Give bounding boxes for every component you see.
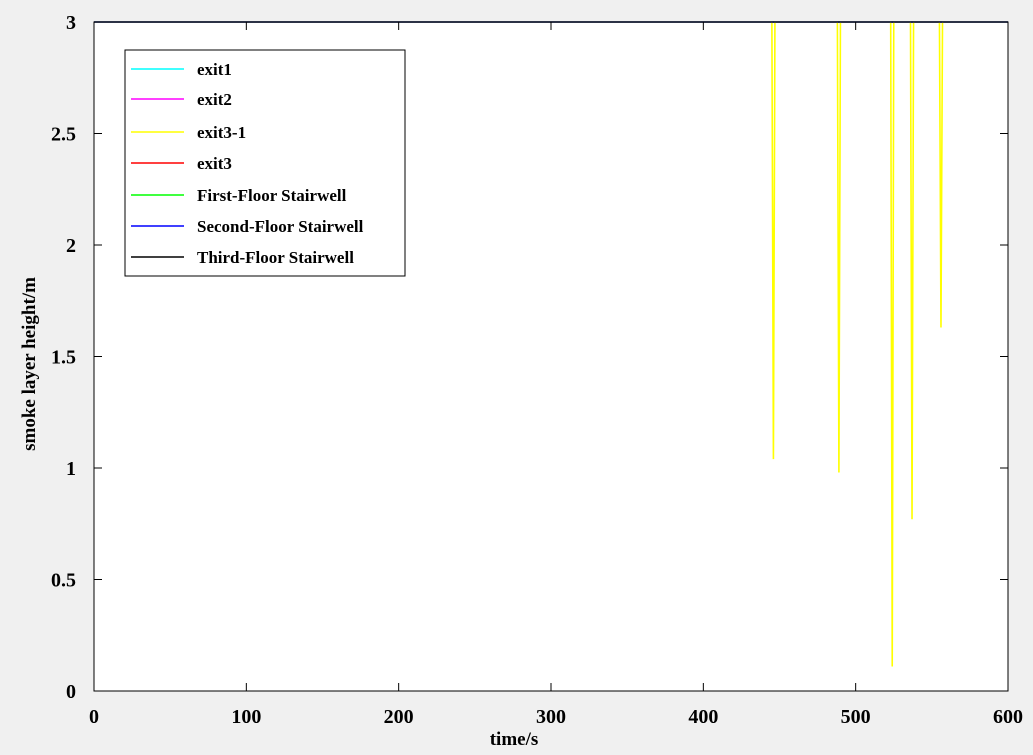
- y-tick-label: 2: [66, 235, 76, 257]
- x-tick-label: 300: [536, 706, 566, 728]
- x-tick-label: 100: [231, 706, 261, 728]
- y-tick-label: 0: [66, 681, 76, 703]
- x-tick-label: 500: [841, 706, 871, 728]
- x-tick-label: 600: [993, 706, 1023, 728]
- y-tick-label: 1.5: [51, 347, 76, 369]
- legend-label: exit1: [197, 60, 232, 79]
- x-axis-title: time/s: [490, 729, 539, 750]
- legend-label: Second-Floor Stairwell: [197, 217, 364, 236]
- legend-label: exit3-1: [197, 123, 246, 142]
- y-tick-label: 0.5: [51, 570, 76, 592]
- x-tick-label: 0: [89, 706, 99, 728]
- x-tick-label: 200: [384, 706, 414, 728]
- legend: exit1 exit2 exit3-1 exit3 First-Floor Stairw…: [124, 49, 406, 277]
- legend-label: Third-Floor Stairwell: [197, 248, 354, 267]
- legend-label: exit2: [197, 90, 232, 109]
- y-tick-label: 2.5: [51, 124, 76, 146]
- legend-label: First-Floor Stairwell: [197, 186, 347, 205]
- x-tick-label: 400: [688, 706, 718, 728]
- ticks-layer: 0 100 200 300 400 500 600 0 0.5 1 1.5 2 2.5 3: [51, 12, 1023, 728]
- legend-label: exit3: [197, 154, 232, 173]
- y-tick-label: 3: [66, 12, 76, 34]
- y-tick-label: 1: [66, 458, 76, 480]
- y-axis-title: smoke layer height/m: [19, 277, 40, 451]
